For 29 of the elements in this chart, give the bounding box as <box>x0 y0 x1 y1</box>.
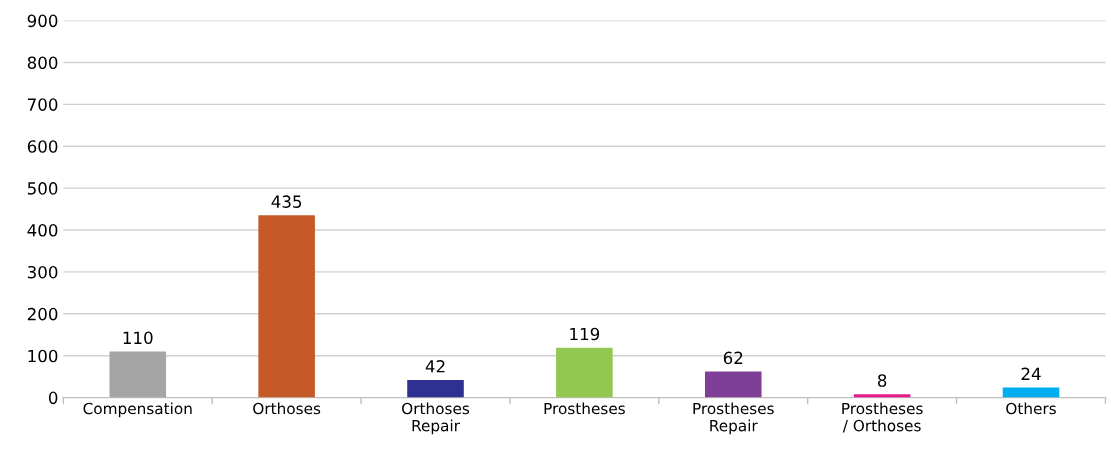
x-tick-label: Prostheses Repair <box>693 402 774 435</box>
data-label: 62 <box>723 351 743 365</box>
data-label: 435 <box>271 195 302 208</box>
x-tick-label: Orthoses Repair <box>402 402 470 435</box>
y-tick-label: 100 <box>28 349 58 363</box>
bar <box>407 380 464 398</box>
data-label: 42 <box>425 359 445 373</box>
bar <box>556 347 613 398</box>
data-label: 8 <box>877 374 887 387</box>
y-tick-label: 700 <box>28 98 58 111</box>
x-tick-label: Prostheses / Orthoses <box>842 402 923 433</box>
y-tick-label: 200 <box>27 307 58 321</box>
bar <box>704 371 762 398</box>
y-tick-label: 600 <box>27 140 58 153</box>
x-tick-label: Compensation <box>83 402 192 418</box>
y-tick-label: 400 <box>27 223 58 237</box>
y-tick-label: 0 <box>48 391 58 405</box>
y-tick-label: 800 <box>27 56 58 70</box>
data-label: 110 <box>123 331 153 345</box>
x-tick-label: Prostheses <box>544 402 625 415</box>
bar <box>109 351 167 398</box>
y-tick-label: 900 <box>27 14 58 28</box>
bar <box>258 215 315 398</box>
x-tick-label: Orthoses <box>253 402 321 415</box>
data-label: 119 <box>570 327 600 341</box>
data-label: 24 <box>1021 367 1041 380</box>
y-tick-label: 500 <box>27 182 58 195</box>
x-tick-label: Others <box>1006 402 1056 415</box>
y-tick-label: 300 <box>27 265 58 279</box>
